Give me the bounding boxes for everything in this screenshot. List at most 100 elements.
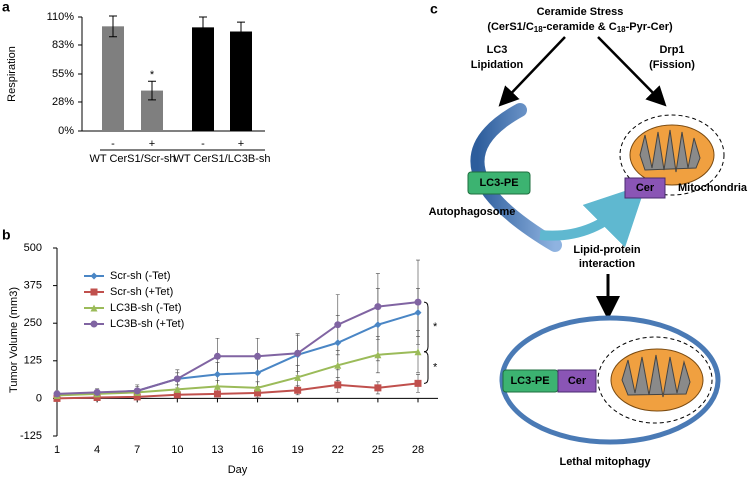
marker — [294, 349, 302, 357]
legend-label: LC3B-sh (+Tet) — [110, 318, 184, 330]
marker — [334, 321, 342, 329]
text: (CerS1/C — [487, 21, 534, 33]
text: -Pyr-Cer) — [626, 21, 673, 33]
marker — [254, 352, 262, 360]
marker — [294, 373, 302, 381]
marker — [213, 370, 221, 378]
x-tick-label: + — [238, 138, 244, 150]
y-tick-label: 125 — [24, 355, 42, 367]
arrow-label: Lipidation — [471, 59, 524, 71]
legend-label: Scr-sh (-Tet) — [110, 270, 171, 282]
group-label: WT CerS1/Scr-sh — [90, 153, 176, 165]
box-label: Cer — [568, 375, 587, 387]
bar — [192, 27, 214, 132]
cer-box — [557, 369, 597, 393]
marker — [374, 384, 382, 392]
bar — [230, 31, 252, 131]
x-tick-label: 16 — [251, 444, 263, 456]
marker — [173, 391, 181, 399]
box-label: LC3-PE — [510, 375, 549, 387]
legend-label: LC3B-sh (-Tet) — [110, 302, 182, 314]
marker — [93, 388, 101, 396]
stress-subtitle: (CerS1/C18-ceramide & C18-Pyr-Cer) — [487, 21, 673, 34]
x-tick-label: 10 — [171, 444, 183, 456]
marker — [213, 352, 221, 360]
cristae — [621, 354, 691, 398]
arrow-label: Drp1 — [659, 44, 684, 56]
y-tick-label: 500 — [24, 242, 42, 254]
arrow-label: (Fission) — [649, 59, 695, 71]
y-tick-label: 55% — [52, 68, 74, 80]
marker — [53, 390, 61, 398]
marker — [334, 361, 342, 369]
box-label: LC3-PE — [479, 177, 518, 189]
x-tick-label: 7 — [134, 444, 140, 456]
panel-label: c — [430, 1, 438, 17]
box-label: Cer — [636, 182, 655, 194]
marker — [133, 387, 141, 395]
y-axis-label: Respiration — [6, 46, 18, 102]
marker — [334, 339, 342, 347]
y-tick-label: 0% — [58, 125, 74, 137]
series-line — [56, 301, 419, 395]
y-tick-label: 0 — [36, 392, 42, 404]
subscript: 18 — [617, 25, 626, 34]
x-tick-label: 28 — [412, 444, 424, 456]
marker — [90, 304, 98, 312]
stress-title: Ceramide Stress — [537, 6, 624, 18]
autophagosome-membrane — [470, 103, 562, 252]
y-tick-label: 250 — [24, 317, 42, 329]
arrow — [498, 36, 566, 107]
marker — [254, 389, 262, 397]
marker — [414, 379, 422, 387]
marker — [213, 382, 221, 390]
x-tick-label: - — [201, 138, 205, 150]
marker — [374, 351, 382, 359]
error-bar — [148, 80, 156, 101]
panel-label: a — [2, 0, 10, 15]
label: Lethal mitophagy — [559, 456, 651, 468]
marker — [414, 309, 422, 317]
legend-label: Scr-sh (+Tet) — [110, 286, 173, 298]
x-tick-label: 13 — [211, 444, 223, 456]
marker — [334, 381, 342, 389]
subscript: 18 — [534, 25, 543, 34]
marker — [173, 375, 181, 383]
diagram: c Ceramide Stress (CerS1/C18-ceramide & … — [429, 1, 748, 468]
x-tick-label: + — [149, 138, 155, 150]
y-tick-label: 375 — [24, 280, 42, 292]
lc3pe-box — [467, 171, 531, 195]
error-bar — [109, 15, 117, 38]
marker — [213, 390, 221, 398]
marker — [90, 320, 98, 328]
x-tick-label: 4 — [94, 444, 100, 456]
marker — [93, 393, 101, 401]
series-line — [56, 350, 419, 397]
label: Lipid-protein — [573, 244, 640, 256]
series-line — [56, 382, 419, 400]
annotation: * — [433, 361, 438, 373]
y-tick-label: 110% — [47, 11, 75, 23]
cer-box — [624, 177, 666, 199]
marker — [374, 303, 382, 311]
x-tick-label: 1 — [54, 444, 60, 456]
marker — [133, 393, 141, 401]
bar — [102, 26, 124, 132]
arrow-label: LC3 — [487, 44, 508, 56]
marker — [414, 298, 422, 306]
annotation: * — [150, 69, 155, 81]
marker — [254, 384, 262, 392]
bracket — [423, 301, 429, 353]
label: Mitochondria — [678, 182, 748, 194]
bar — [141, 90, 163, 131]
x-axis-label: Day — [228, 464, 248, 476]
arrow — [597, 36, 667, 107]
cristae — [639, 129, 701, 173]
marker — [414, 348, 422, 356]
label: Autophagosome — [429, 206, 516, 218]
y-tick-label: 28% — [52, 96, 74, 108]
y-tick-label: 83% — [52, 39, 74, 51]
panel-label: b — [2, 227, 11, 243]
annotation: * — [433, 321, 438, 333]
